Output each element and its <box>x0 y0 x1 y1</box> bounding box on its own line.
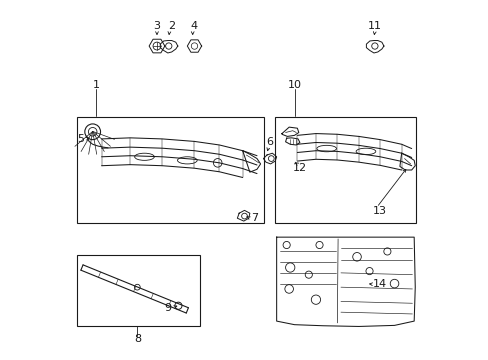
Text: 14: 14 <box>372 279 386 289</box>
Text: 10: 10 <box>287 80 301 90</box>
Bar <box>274 117 415 223</box>
Text: 12: 12 <box>292 163 306 173</box>
Bar <box>77 255 200 327</box>
Text: 11: 11 <box>367 21 381 31</box>
Text: 13: 13 <box>372 206 386 216</box>
Text: 6: 6 <box>266 138 273 148</box>
Text: 9: 9 <box>164 302 171 312</box>
Bar <box>77 117 264 223</box>
Text: 1: 1 <box>93 80 100 90</box>
Text: 5: 5 <box>77 134 84 144</box>
Text: 2: 2 <box>167 21 175 31</box>
Text: 3: 3 <box>152 21 160 31</box>
Text: 4: 4 <box>190 21 198 31</box>
Text: 7: 7 <box>250 213 258 223</box>
Text: 8: 8 <box>134 334 141 344</box>
